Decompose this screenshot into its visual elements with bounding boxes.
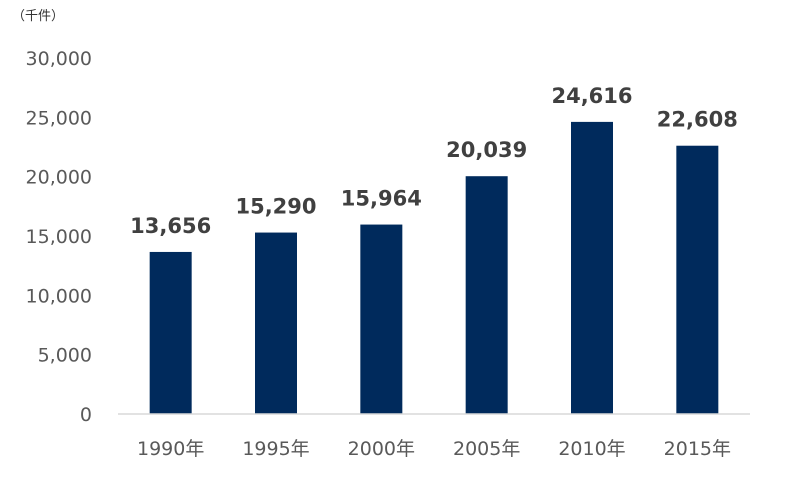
y-tick-label: 0 [80,404,92,426]
data-label: 24,616 [551,84,632,108]
x-tick-label: 2010年 [558,438,625,460]
bar [255,232,297,414]
data-label: 15,290 [235,195,316,219]
x-tick-label: 2000年 [348,438,415,460]
bar [676,145,719,415]
x-tick-label: 2015年 [664,438,731,460]
bar [571,121,613,414]
y-tick-label: 5,000 [38,345,92,367]
data-labels: 13,656 15,290 15,964 20,039 24,616 22,608 [130,84,738,238]
bars [149,121,719,415]
bar [465,176,508,414]
unit-label: （千件） [12,9,64,24]
x-tick-label: 1995年 [242,438,309,460]
y-tick-label: 10,000 [26,285,92,307]
y-tick-label: 30,000 [26,48,92,70]
x-tick-label: 2005年 [453,438,520,460]
x-tick-label: 1990年 [137,438,204,460]
bar [149,251,192,414]
x-axis-ticks: 1990年 1995年 2000年 2005年 2010年 2015年 [137,438,731,460]
y-tick-label: 15,000 [26,226,92,248]
y-tick-label: 20,000 [26,167,92,189]
bar [360,224,403,414]
y-tick-label: 25,000 [26,107,92,129]
data-label: 22,608 [657,108,738,132]
data-label: 15,964 [341,187,422,211]
y-axis-ticks: 0 5,000 10,000 15,000 20,000 25,000 30,000 [26,48,92,426]
data-label: 13,656 [130,214,211,238]
data-label: 20,039 [446,138,527,162]
